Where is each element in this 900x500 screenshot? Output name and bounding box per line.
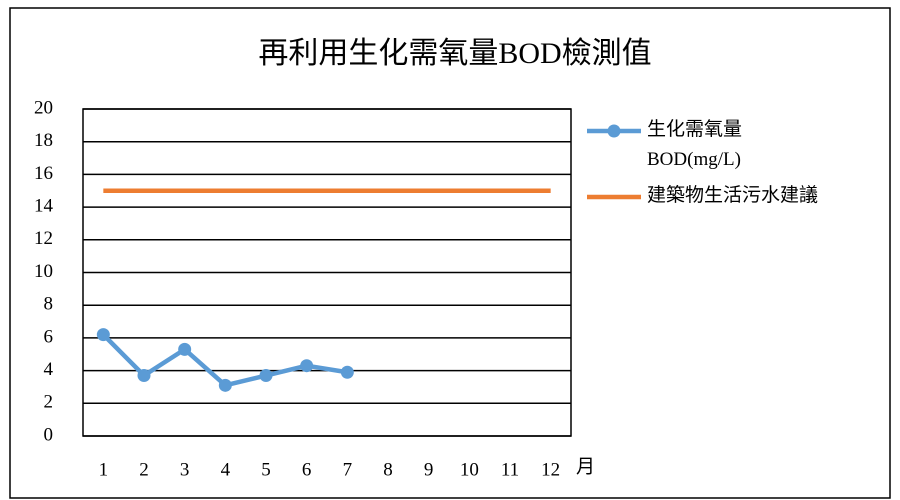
x-tick-label: 3 [180, 459, 190, 480]
legend-swatch [587, 194, 641, 200]
y-tick-label: 18 [34, 130, 53, 151]
data-point [137, 369, 151, 383]
legend-item: 建築物生活污水建議 [585, 181, 895, 211]
x-tick-label: 5 [261, 459, 271, 480]
x-tick-label: 8 [383, 459, 393, 480]
x-tick-label: 6 [302, 459, 312, 480]
x-tick-label: 12 [541, 459, 560, 480]
y-tick-label: 20 [34, 97, 53, 118]
x-tick-label: 10 [460, 459, 479, 480]
y-tick-label: 12 [34, 228, 53, 249]
chart-title: 再利用生化需氧量BOD檢測值 [258, 37, 651, 70]
legend-item: 生化需氧量BOD(mg/L) [585, 115, 895, 175]
data-point [300, 359, 314, 373]
x-tick-label: 4 [221, 459, 231, 480]
data-point [178, 342, 192, 356]
x-tick-label: 9 [424, 459, 434, 480]
y-tick-label: 2 [44, 392, 54, 413]
legend: 生化需氧量BOD(mg/L) 建築物生活污水建議 [585, 115, 895, 217]
x-axis-label: 月 [576, 456, 595, 477]
y-tick-label: 6 [44, 326, 54, 347]
x-tick-label: 7 [343, 459, 353, 480]
y-tick-label: 10 [34, 261, 53, 282]
y-tick-label: 16 [34, 163, 53, 184]
y-tick-label: 14 [34, 195, 54, 216]
x-tick-label: 2 [139, 459, 149, 480]
legend-swatch [587, 124, 641, 138]
data-point [259, 369, 273, 383]
data-point [218, 378, 232, 392]
x-tick-label: 11 [501, 459, 519, 480]
legend-label: 建築物生活污水建議 [647, 185, 819, 206]
y-tick-label: 0 [44, 424, 54, 445]
x-tick-label: 1 [99, 459, 109, 480]
data-point [340, 365, 354, 379]
chart-frame [9, 7, 891, 499]
data-point [96, 328, 110, 342]
plot-border [82, 108, 572, 437]
legend-marker [607, 124, 621, 138]
y-tick-label: 8 [44, 294, 54, 315]
legend-label: 生化需氧量BOD(mg/L) [647, 119, 743, 170]
y-tick-label: 4 [44, 359, 54, 380]
